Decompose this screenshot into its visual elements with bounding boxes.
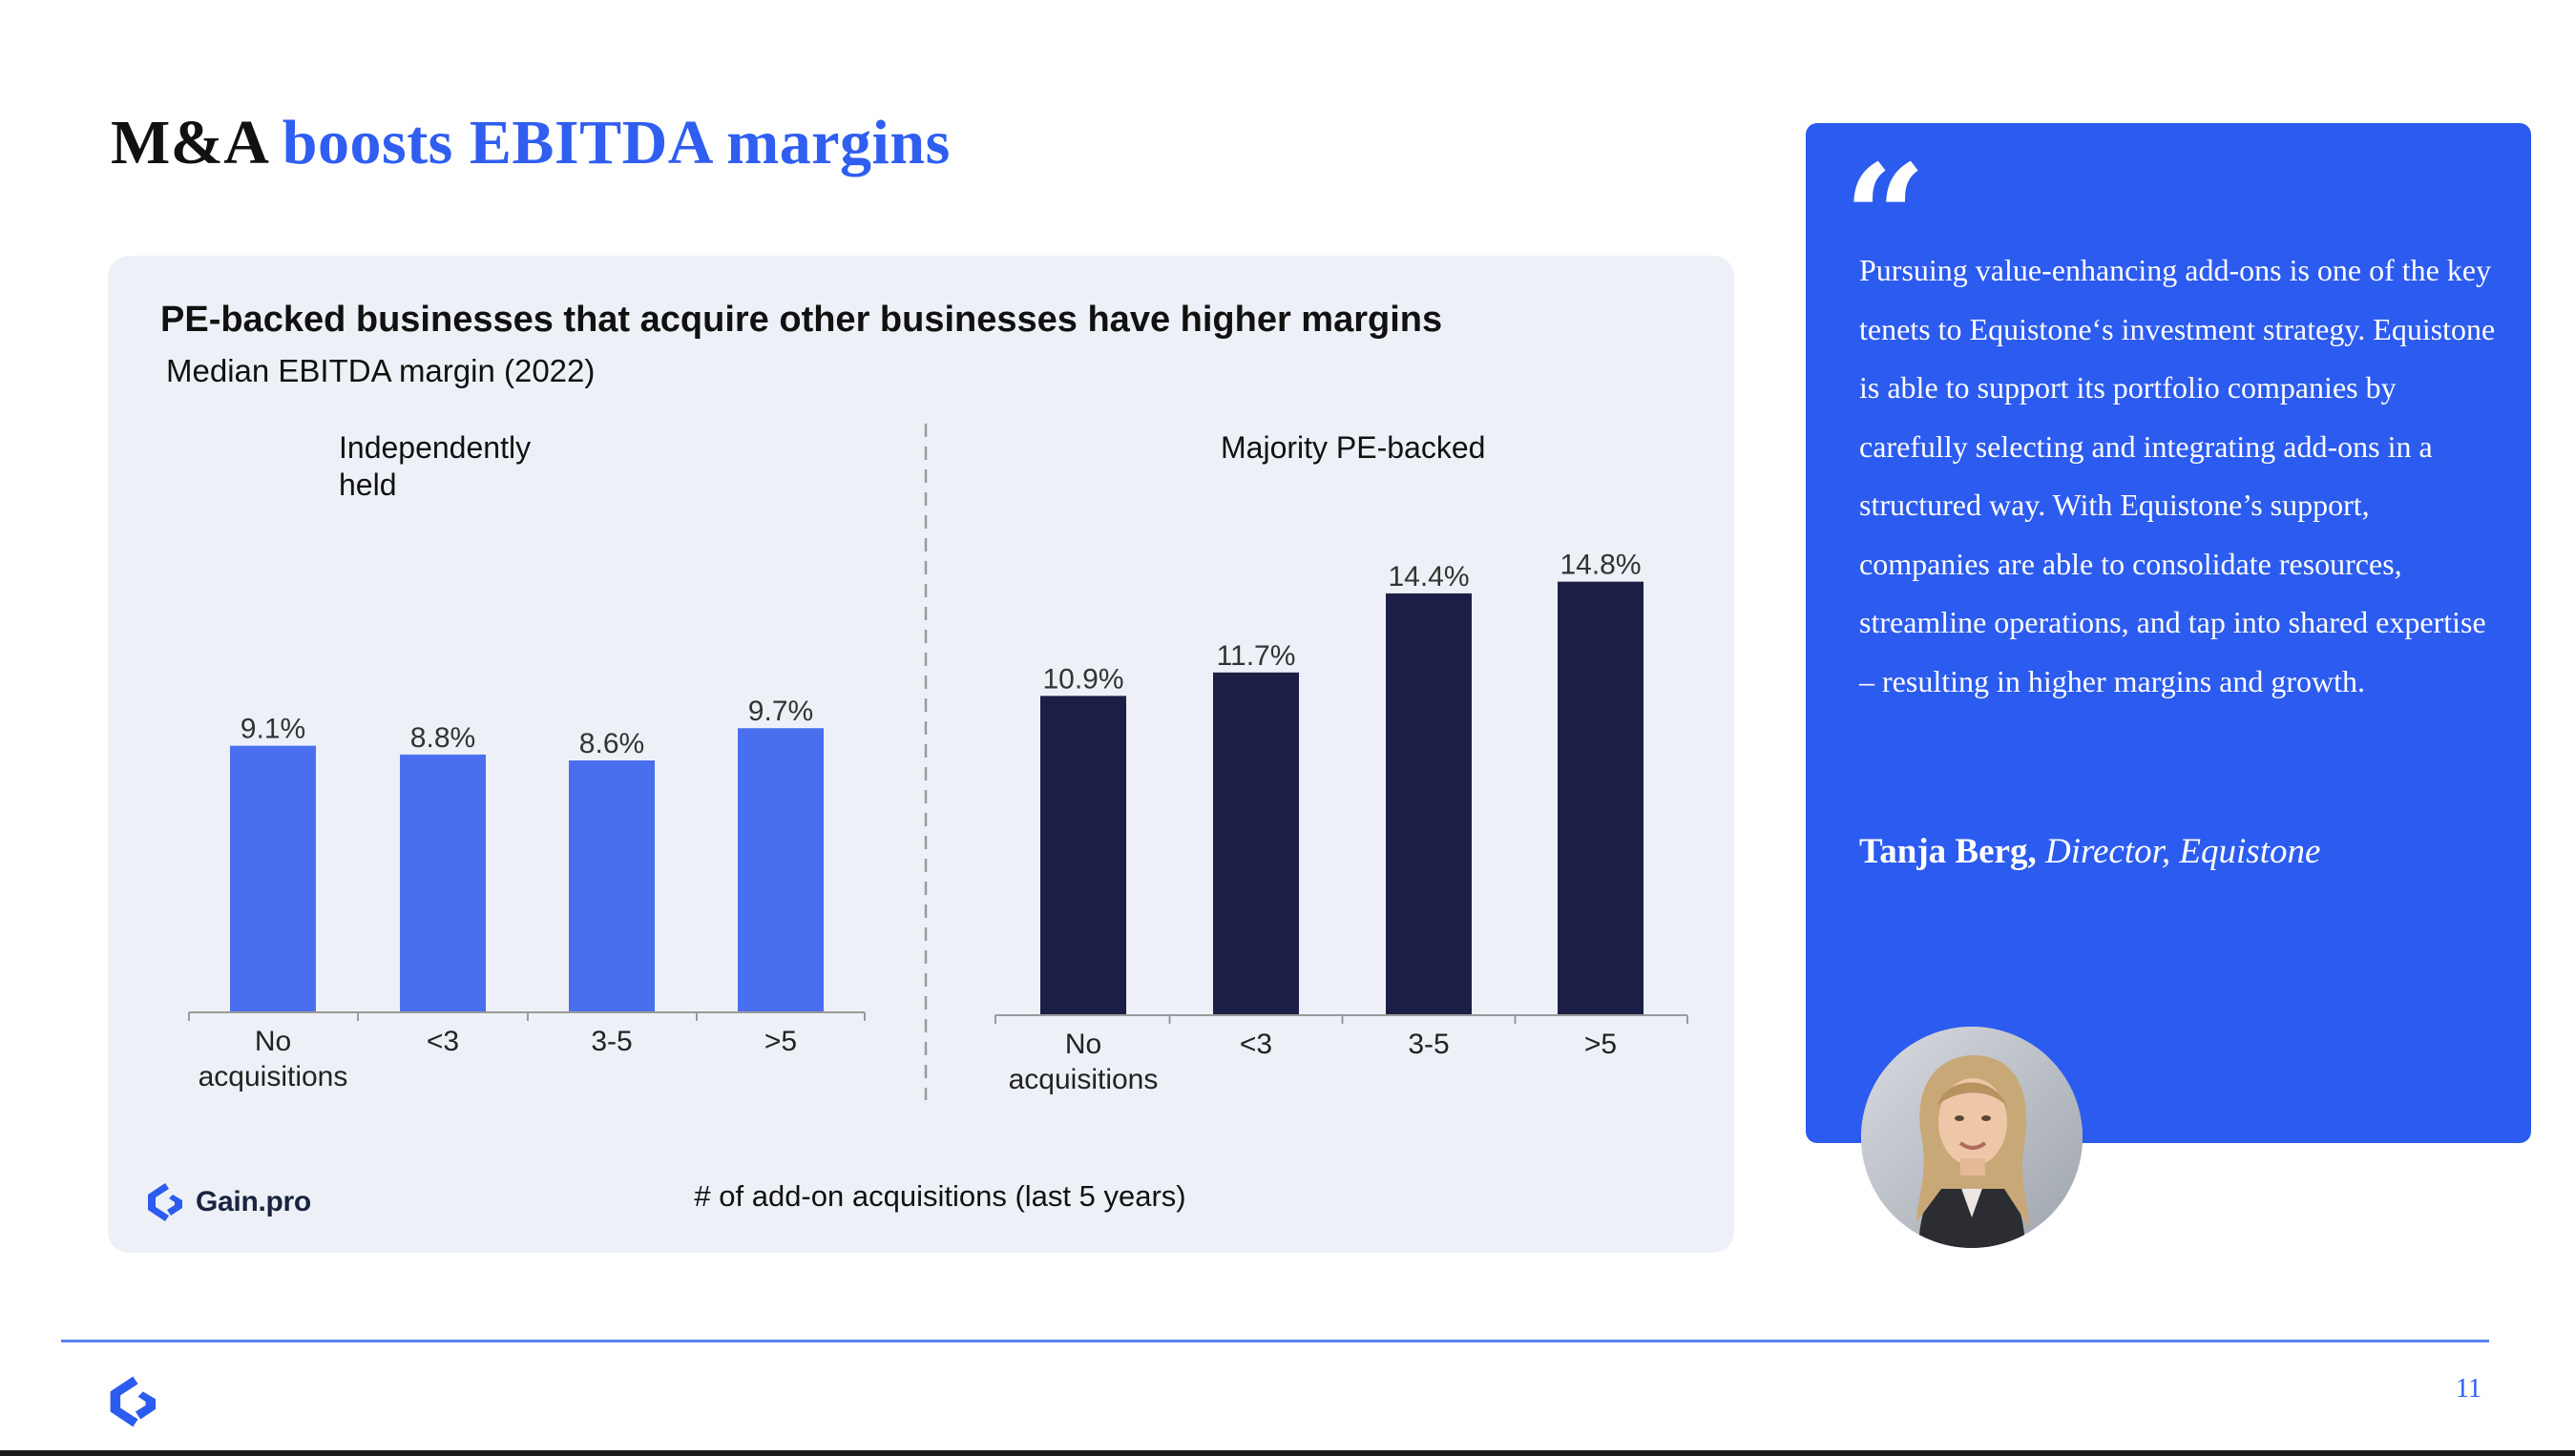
- bar-chart: 9.1% 8.8% 8.6% 9.7% No acquisitions <3 3-5 >5 10.…: [188, 424, 1688, 1100]
- title-part-black: M&A: [111, 108, 283, 177]
- bar-pe-backed-3: [1558, 581, 1643, 1015]
- bar-independent-2: [569, 759, 655, 1012]
- category-label-0-0: No acquisitions: [199, 1026, 348, 1092]
- data-label-independent-0: 9.1%: [241, 714, 305, 745]
- footer-divider: [61, 1340, 2489, 1342]
- x-axis-label-text: # of add-on acquisitions (last 5 years): [694, 1179, 1186, 1213]
- avatar-portrait-icon: [1861, 1027, 2083, 1248]
- data-label-pe-backed-0: 10.9%: [1042, 663, 1123, 695]
- category-label-0-3: >5: [764, 1026, 797, 1057]
- bar-pe-backed-0: [1040, 696, 1126, 1015]
- data-label-independent-1: 8.8%: [410, 722, 475, 754]
- gain-pro-logo: Gain.pro: [144, 1181, 311, 1223]
- bar-independent-0: [230, 745, 316, 1012]
- quote-author: Tanja Berg, Director, Equistone: [1859, 831, 2320, 872]
- gain-pro-logo-icon: [148, 1183, 182, 1221]
- title-part-blue: boosts EBITDA margins: [282, 108, 951, 177]
- page-number: 11: [2456, 1374, 2481, 1404]
- data-label-independent-3: 9.7%: [748, 696, 813, 727]
- group-label-pe-backed: Majority PE-backed: [1221, 430, 1486, 465]
- quote-card: “ Pursuing value-enhancing add-ons is on…: [1806, 123, 2531, 1143]
- category-label-1-3: >5: [1584, 1029, 1617, 1060]
- quote-author-name: Tanja Berg,: [1859, 832, 2037, 871]
- bar-pe-backed-1: [1213, 672, 1299, 1015]
- data-label-independent-2: 8.6%: [579, 728, 644, 759]
- footer-logo-icon: [105, 1374, 158, 1434]
- chart-panel: PE-backed businesses that acquire other …: [108, 256, 1734, 1253]
- category-label-1-2: 3-5: [1408, 1029, 1449, 1060]
- category-label-0-1: <3: [427, 1026, 459, 1057]
- category-label-1-0: No acquisitions: [1009, 1029, 1159, 1095]
- avatar: [1861, 1027, 2083, 1248]
- x-axis-label: # of add-on acquisitions (last 5 years): [108, 1179, 1734, 1214]
- group-label-independent: Independently held: [339, 430, 532, 502]
- data-label-pe-backed-1: 11.7%: [1217, 640, 1296, 672]
- quote-author-role: Director, Equistone: [2036, 832, 2321, 871]
- bottom-edge-bar: [0, 1450, 2575, 1456]
- bar-independent-1: [400, 754, 486, 1012]
- quote-mark-icon: “: [1844, 134, 1927, 302]
- gain-pro-logo-text: Gain.pro: [196, 1186, 311, 1217]
- data-label-pe-backed-2: 14.4%: [1388, 561, 1469, 593]
- data-label-pe-backed-3: 14.8%: [1560, 550, 1641, 581]
- bar-independent-3: [738, 728, 824, 1012]
- quote-text: Pursuing value-enhancing add-ons is one …: [1859, 253, 2496, 698]
- category-label-1-1: <3: [1240, 1029, 1272, 1060]
- page-title: M&A boosts EBITDA margins: [111, 107, 951, 179]
- chart-title: PE-backed businesses that acquire other …: [160, 300, 1443, 340]
- category-label-0-2: 3-5: [591, 1026, 632, 1057]
- bar-pe-backed-2: [1386, 593, 1472, 1015]
- chart-subtitle: Median EBITDA margin (2022): [166, 353, 596, 388]
